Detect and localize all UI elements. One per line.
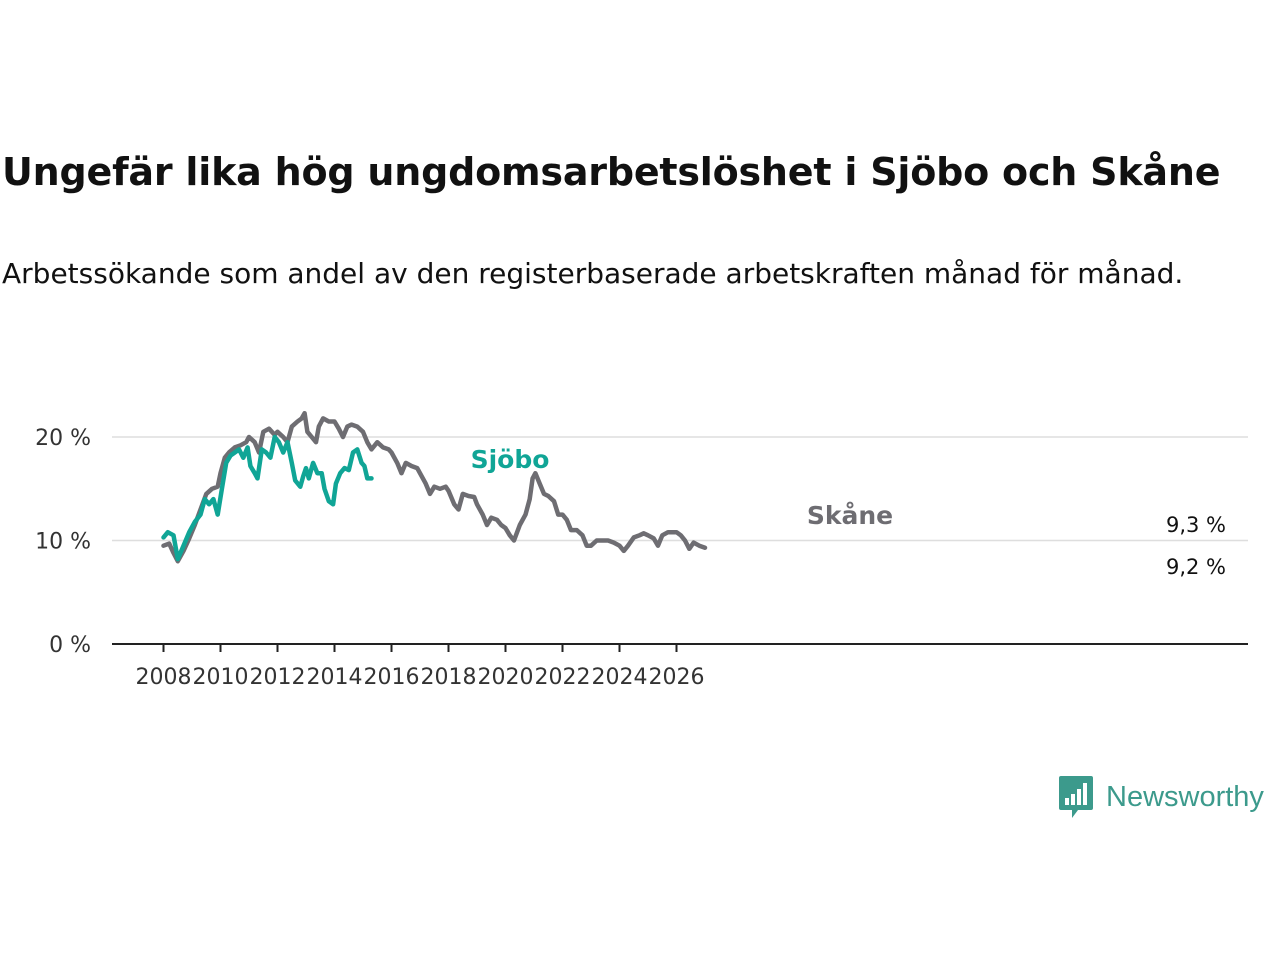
x-tick-label: 2026 (649, 665, 705, 690)
series-label-sjobo: Sjöbo (471, 445, 550, 474)
chart-subtitle: Arbetssökande som andel av den registerb… (2, 257, 1184, 290)
series-label-skane: Skåne (807, 501, 893, 530)
x-tick-label: 2022 (535, 665, 591, 690)
series-line-sjobo (161, 434, 374, 562)
y-tick-label: 0 % (49, 633, 91, 658)
x-tick-label: 2010 (193, 665, 249, 690)
series-lines (161, 410, 708, 564)
chart-title: Ungefär lika hög ungdomsarbetslöshet i S… (2, 150, 1221, 194)
end-value-label-skane: 9,3 % (1166, 513, 1226, 537)
x-tick-label: 2008 (136, 665, 192, 690)
gridlines (112, 436, 1248, 542)
series-label-halo-sjobo: Sjöbo (471, 445, 550, 474)
line-chart: 0 % 10 % 20 % 2008 2010 2012 2014 2016 2018 2020… (35, 410, 1248, 690)
series-label-halo-skane: Skåne (807, 501, 893, 530)
x-tick-label: 2012 (250, 665, 306, 690)
y-tick-label: 20 % (35, 426, 91, 451)
y-tick-label: 10 % (35, 530, 91, 555)
x-tick-label: 2014 (307, 665, 363, 690)
end-value-label-sjobo: 9,2 % (1166, 555, 1226, 579)
bar-chart-speech-bubble-icon (1059, 776, 1093, 818)
brand-name: Newsworthy (1106, 780, 1264, 813)
x-tick-label: 2016 (364, 665, 420, 690)
x-axis: 2008 2010 2012 2014 2016 2018 2020 2022 2024 2026 (112, 643, 1248, 690)
y-axis-tick-labels: 0 % 10 % 20 % (35, 426, 91, 658)
newsworthy-logo: Newsworthy (1058, 774, 1264, 820)
x-tick-label: 2020 (478, 665, 534, 690)
series-line-skane (161, 410, 708, 564)
x-tick-label: 2024 (592, 665, 648, 690)
x-tick-label: 2018 (421, 665, 477, 690)
